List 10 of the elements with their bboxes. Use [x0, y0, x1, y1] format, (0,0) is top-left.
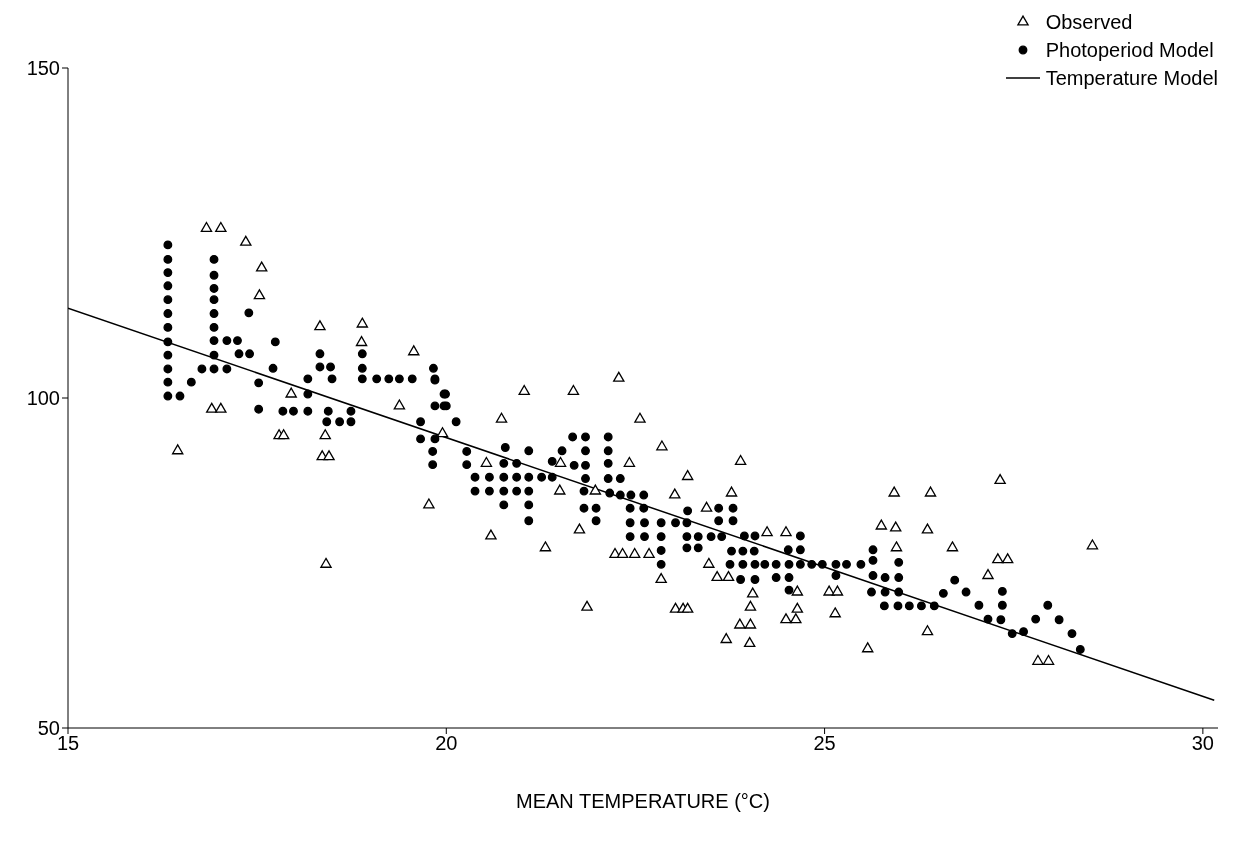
legend-label: Observed	[1045, 10, 1133, 35]
legend-label: Photoperiod Model	[1045, 38, 1214, 63]
y-tick-label: 50	[37, 717, 60, 740]
x-tick-label: 30	[1191, 732, 1214, 755]
y-tick-label: 100	[26, 387, 60, 410]
x-tick-label: 20	[435, 732, 458, 755]
y-tick-label: 150	[26, 57, 60, 80]
x-tick-label: 25	[813, 732, 836, 755]
legend-label: Temperature Model	[1045, 66, 1218, 91]
x-axis-title: MEAN TEMPERATURE (°C)	[516, 790, 770, 812]
